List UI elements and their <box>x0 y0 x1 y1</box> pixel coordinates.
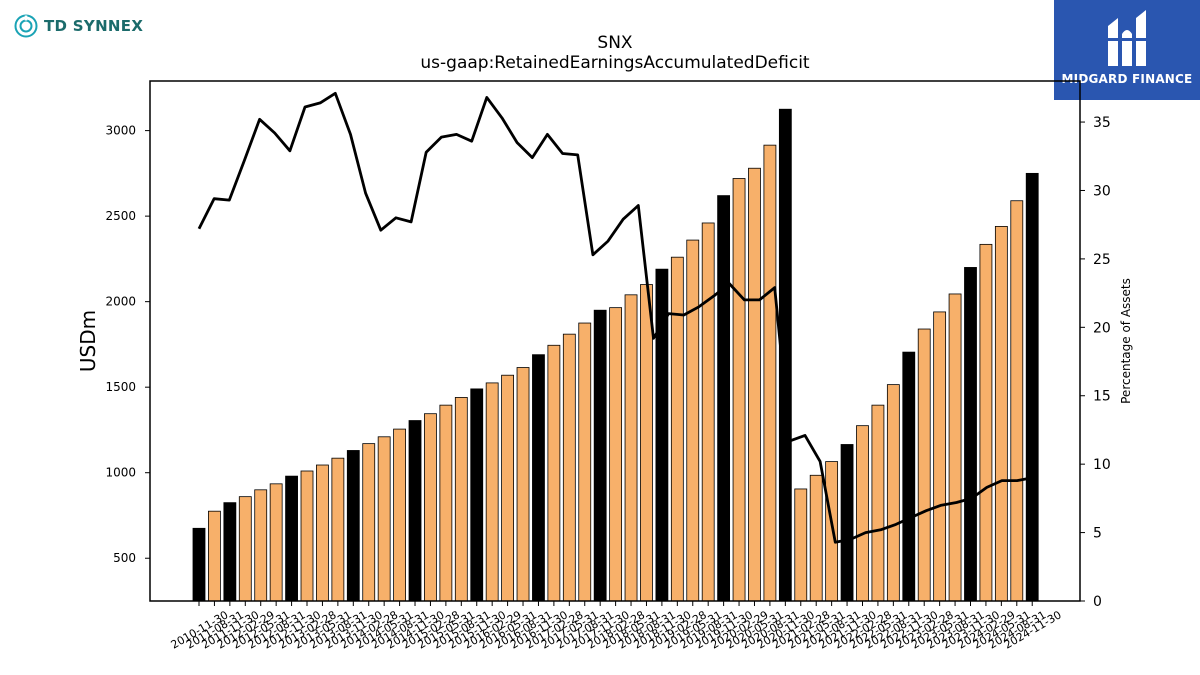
bar <box>717 195 731 602</box>
td-synnex-logo-icon <box>14 14 38 38</box>
y-tick-label: 1500 <box>105 380 136 394</box>
bar <box>701 222 715 602</box>
bar <box>794 488 808 602</box>
bar <box>346 450 360 602</box>
y-tick-label: 3000 <box>105 124 136 138</box>
y2-tick-label: 5 <box>1093 526 1102 542</box>
y2-tick-label: 25 <box>1093 252 1111 268</box>
bar <box>362 443 376 602</box>
bar <box>300 470 314 602</box>
bar <box>408 420 422 602</box>
bar <box>979 243 993 602</box>
y-tick-label: 2000 <box>105 295 136 309</box>
y2-tick-label: 10 <box>1093 457 1111 473</box>
y-tick-label: 2500 <box>105 209 136 223</box>
bar <box>732 178 746 602</box>
chart-title: SNX <box>597 33 633 53</box>
bar <box>825 461 839 602</box>
bar <box>748 167 761 602</box>
y2-tick-label: 20 <box>1093 320 1111 336</box>
y-tick-label: 500 <box>113 551 136 565</box>
bar <box>609 307 623 602</box>
bar <box>902 351 916 602</box>
bar <box>331 457 345 602</box>
bar <box>1010 200 1024 602</box>
y2-tick-label: 35 <box>1093 115 1111 131</box>
bar <box>994 225 1008 602</box>
bar <box>578 322 592 602</box>
bar <box>439 404 453 602</box>
td-synnex-logo-text: TD SYNNEX <box>44 17 144 35</box>
bar <box>238 496 252 602</box>
y2-axis-label: Percentage of Assets <box>1119 278 1133 404</box>
bar <box>670 256 684 602</box>
bar <box>254 489 268 602</box>
bar <box>948 293 962 602</box>
bar <box>316 464 329 602</box>
bar <box>840 444 854 602</box>
y2-tick-label: 15 <box>1093 389 1111 405</box>
bar <box>424 413 437 602</box>
midgard-finance-logo-text: MIDGARD FINANCE <box>1061 72 1193 86</box>
bar <box>964 267 977 602</box>
bar <box>501 374 515 602</box>
y-tick-label: 1000 <box>105 466 136 480</box>
bar <box>377 436 391 602</box>
bar <box>1025 172 1039 602</box>
percentage-line <box>197 91 1033 544</box>
bar <box>223 502 237 602</box>
bar <box>886 384 900 602</box>
y2-tick-label: 30 <box>1093 183 1111 199</box>
bar <box>547 344 561 602</box>
bar <box>624 294 638 602</box>
bar <box>516 367 530 602</box>
bar <box>532 354 545 602</box>
bar <box>192 527 206 602</box>
bar <box>470 388 484 602</box>
bar <box>640 284 653 602</box>
midgard-finance-logo: MIDGARD FINANCE <box>1054 0 1200 100</box>
bar <box>485 382 499 602</box>
bar <box>856 425 869 602</box>
bar <box>686 239 700 602</box>
td-synnex-logo: TD SYNNEX <box>14 14 143 38</box>
bar <box>562 333 576 602</box>
bar <box>454 397 468 602</box>
bar <box>871 404 885 602</box>
midgard-finance-logo-icon <box>1102 10 1152 66</box>
y-axis-label: USDm <box>76 310 100 372</box>
y2-tick-label: 0 <box>1093 594 1102 610</box>
bar <box>763 144 777 602</box>
bar <box>393 428 406 602</box>
bar <box>208 510 221 602</box>
bar <box>285 475 298 602</box>
bar <box>269 483 283 602</box>
chart-subtitle: us-gaap:RetainedEarningsAccumulatedDefic… <box>420 53 810 73</box>
bar <box>593 309 607 602</box>
bar <box>917 328 931 602</box>
plot-frame <box>149 80 1081 602</box>
bar <box>933 311 947 602</box>
bar <box>809 474 823 602</box>
